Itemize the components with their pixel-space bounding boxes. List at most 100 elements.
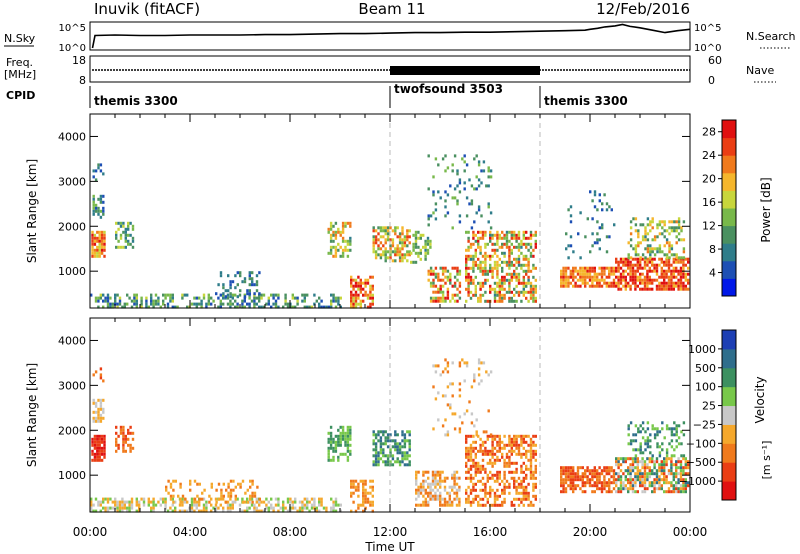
data-cell [126,302,129,306]
data-cell [615,484,618,488]
data-cell [350,293,353,297]
data-cell [91,440,94,444]
data-cell [391,250,395,254]
data-cell [379,436,383,440]
data-cell [453,473,456,477]
data-cell [627,256,630,260]
data-cell [682,266,685,270]
data-cell [534,464,537,468]
data-cell [574,266,577,270]
data-cell [403,256,407,260]
data-cell [99,398,103,402]
data-cell [593,278,596,282]
data-cell [102,206,105,210]
data-cell [432,269,435,273]
data-cell [672,472,675,476]
data-cell [469,266,473,270]
noise-right-tick-top: 10^5 [694,23,721,34]
data-cell [98,254,101,258]
data-cell [513,434,516,438]
data-cell [472,233,475,237]
data-cell [439,485,442,489]
data-cell [461,421,464,425]
data-cell [496,242,499,246]
data-cell [612,266,616,270]
data-cell [253,506,256,510]
data-cell [649,223,652,227]
data-cell [474,284,477,288]
data-cell [436,482,439,486]
data-cell [426,239,430,243]
data-cell [147,305,150,309]
data-cell [513,485,516,489]
data-cell [508,296,511,300]
data-cell [565,247,568,251]
data-cell [229,292,232,296]
data-cell [562,490,565,494]
data-cell [591,232,594,236]
data-cell [631,469,635,473]
data-cell [91,230,94,234]
data-cell [484,494,487,498]
data-cell [229,479,233,483]
data-cell [320,497,323,501]
data-cell [98,440,101,444]
data-cell [631,266,635,270]
data-cell [643,487,647,491]
data-cell [643,469,647,473]
data-cell [496,293,499,297]
data-cell [171,305,174,309]
data-cell [157,500,160,504]
data-cell [564,272,568,276]
data-cell [503,485,506,489]
data-cell [470,385,474,389]
data-cell [306,506,309,510]
data-cell [389,454,392,458]
data-cell [198,296,201,300]
data-cell [503,500,506,504]
data-cell [332,446,335,450]
data-cell [472,497,475,501]
data-cell [372,244,375,248]
data-cell [298,506,302,510]
data-cell [612,269,616,273]
data-cell [467,254,470,258]
data-cell [408,454,411,458]
data-cell [564,481,568,485]
data-cell [482,160,486,164]
data-cell [586,478,589,482]
data-cell [651,226,654,230]
data-cell [102,209,105,213]
data-cell [465,275,468,279]
data-cell [190,503,194,507]
data-cell [473,157,476,161]
data-cell [364,488,367,492]
data-cell [231,506,234,510]
data-cell [379,430,383,434]
data-cell [291,296,294,300]
data-cell [102,299,105,303]
data-cell [529,296,533,300]
data-cell [453,196,457,200]
data-cell [472,254,475,258]
data-cell [346,455,350,459]
data-cell [169,506,172,510]
data-cell [477,163,481,167]
data-cell [639,445,642,449]
data-cell [374,463,378,467]
data-cell [622,481,625,485]
data-cell [588,275,592,279]
data-cell [491,440,494,444]
data-cell [130,497,134,501]
colorbar-swatch [722,208,736,227]
data-cell [162,299,165,303]
data-cell [612,487,616,491]
data-cell [527,497,530,501]
data-cell [486,491,489,495]
data-cell [515,299,518,303]
data-cell [608,472,611,476]
data-cell [441,479,444,483]
data-cell [532,299,535,303]
data-cell [525,434,528,438]
data-cell [246,509,249,513]
